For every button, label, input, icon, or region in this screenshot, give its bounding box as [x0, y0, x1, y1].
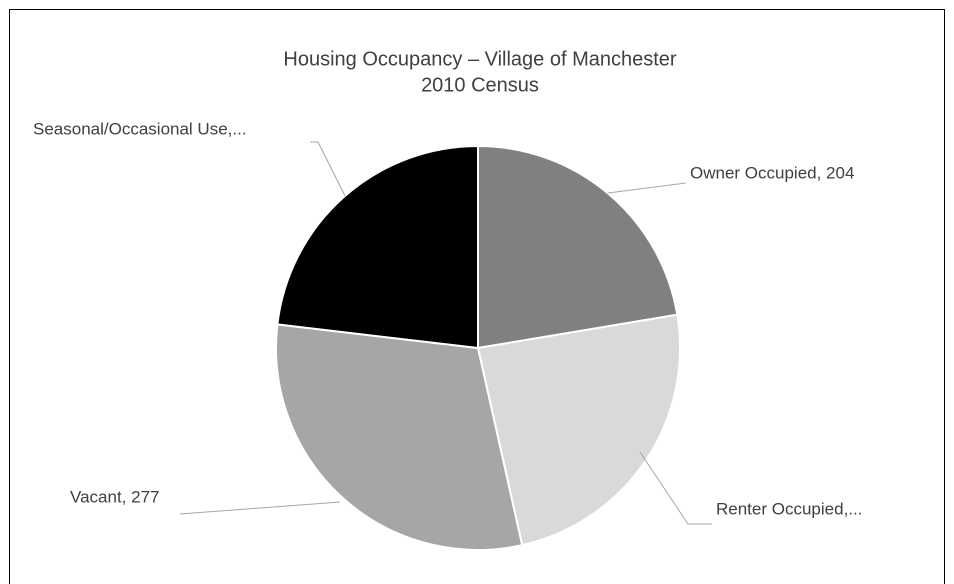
pie-slice [276, 144, 479, 350]
data-label: Seasonal/Occasional Use,... [33, 119, 247, 138]
data-label: Renter Occupied,... [716, 499, 862, 518]
pie-slice [477, 144, 679, 350]
chart-title: Housing Occupancy – Village of Mancheste… [283, 48, 677, 70]
data-label: Owner Occupied, 204 [690, 163, 854, 182]
leader-line [179, 501, 341, 515]
chart-subtitle: 2010 Census [421, 74, 539, 96]
data-label: Vacant, 277 [70, 487, 159, 506]
leader-line [607, 182, 687, 194]
leader-line [639, 451, 712, 525]
pie-slice [275, 323, 524, 551]
leader-line [310, 141, 346, 197]
